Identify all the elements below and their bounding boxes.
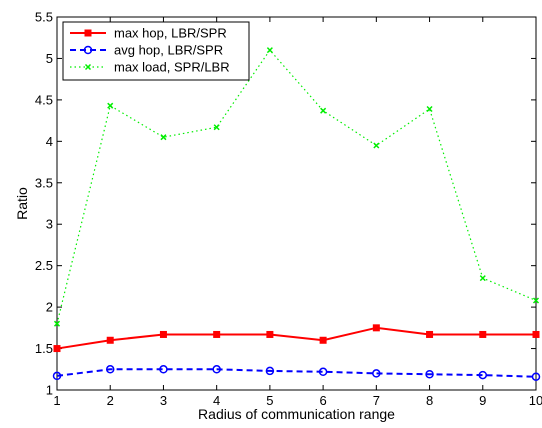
series-lines xyxy=(56,49,537,378)
data-point xyxy=(532,330,540,338)
plot-area: 1 2 3 4 5 6 7 8 9 10 1 1.5 2 2.5 3 3.5 4 4.5 5 5.5 xyxy=(35,10,542,409)
y-tick-label: 1 xyxy=(46,383,53,398)
data-point xyxy=(212,365,221,374)
data-point xyxy=(426,330,434,338)
data-point xyxy=(318,367,328,377)
data-point xyxy=(159,330,167,338)
y-tick-label: 5.5 xyxy=(35,10,53,25)
legend-entries: max hop, LBR/SPR avg hop, LBR/SPR max load… xyxy=(70,26,230,75)
data-point xyxy=(53,320,61,327)
x-tick-label: 6 xyxy=(319,393,326,408)
y-tick-label: 4 xyxy=(46,134,53,149)
series-line-2 xyxy=(56,49,537,324)
data-point xyxy=(159,365,168,374)
x-tick-label: 9 xyxy=(479,393,486,408)
data-point xyxy=(53,345,61,353)
y-tick-label: 3.5 xyxy=(35,175,53,190)
y-tick-label: 4.5 xyxy=(35,92,53,107)
legend-swatch-marker xyxy=(83,45,93,55)
data-point xyxy=(319,336,327,344)
plot-frame xyxy=(56,16,537,391)
data-point xyxy=(52,371,62,381)
data-point xyxy=(425,370,434,379)
data-point xyxy=(479,330,487,338)
legend-label: avg hop, LBR/SPR xyxy=(114,43,223,58)
x-axis-label: Radius of communication range xyxy=(198,406,395,422)
data-point xyxy=(213,330,221,338)
data-point xyxy=(160,134,167,141)
y-tick-label: 3 xyxy=(46,217,53,232)
data-point xyxy=(265,366,275,376)
y-tick-label: 2.5 xyxy=(35,258,53,273)
data-point xyxy=(266,330,274,338)
axis-ticks: 1 2 3 4 5 6 7 8 9 10 1 1.5 2 2.5 3 3.5 4 4.5 5 5.5 xyxy=(35,10,542,409)
x-tick-label: 5 xyxy=(266,393,273,408)
data-point xyxy=(373,142,380,149)
data-point xyxy=(532,297,540,304)
series-markers xyxy=(52,47,541,381)
x-tick-label: 3 xyxy=(160,393,167,408)
y-tick-label: 2 xyxy=(46,300,53,315)
legend-label: max load, SPR/LBR xyxy=(114,60,230,75)
x-tick-label: 1 xyxy=(53,393,60,408)
data-point xyxy=(213,124,220,131)
data-point xyxy=(372,324,380,332)
series-line-1 xyxy=(56,368,537,378)
data-point xyxy=(426,105,433,113)
y-tick-label: 1.5 xyxy=(35,341,53,356)
data-point xyxy=(105,365,115,374)
y-tick-label: 5 xyxy=(46,51,53,66)
data-point xyxy=(478,370,488,380)
data-point xyxy=(320,107,327,114)
data-point xyxy=(107,102,114,109)
x-tick-label: 8 xyxy=(426,393,433,408)
x-tick-label: 2 xyxy=(107,393,114,408)
legend: max hop, LBR/SPR avg hop, LBR/SPR max load… xyxy=(62,21,250,81)
series-line-0 xyxy=(56,326,536,350)
y-axis-label: Ratio xyxy=(14,187,30,220)
x-tick-label: 10 xyxy=(529,393,542,408)
data-point xyxy=(106,336,114,344)
data-point xyxy=(372,369,381,378)
x-tick-label: 7 xyxy=(373,393,380,408)
legend-swatch-marker xyxy=(84,29,92,37)
legend-label: max hop, LBR/SPR xyxy=(114,26,227,41)
data-point xyxy=(266,47,273,54)
data-point xyxy=(479,275,486,282)
x-tick-label: 4 xyxy=(213,393,220,408)
data-point xyxy=(531,372,541,381)
legend-swatch-marker xyxy=(84,63,92,71)
